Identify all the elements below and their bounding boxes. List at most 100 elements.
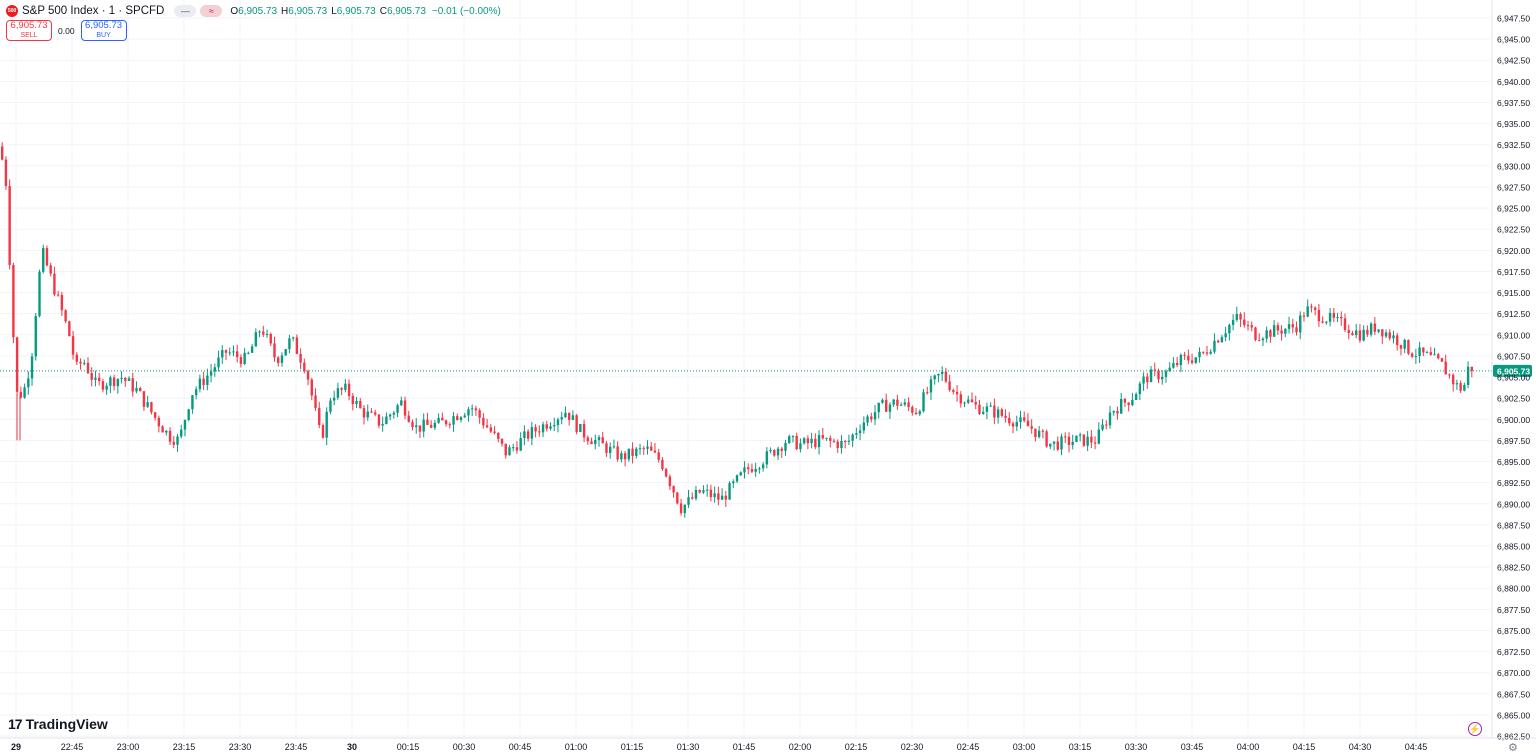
symbol-title[interactable]: S&P 500 Index · 1 · SPCFD [22, 5, 165, 17]
candle-body [224, 350, 228, 353]
candle-body [538, 431, 541, 433]
hide-legend-button[interactable]: — [174, 5, 197, 17]
candle-body [392, 412, 396, 415]
candle-body [1377, 329, 1380, 332]
candle-body [1067, 436, 1071, 445]
candle-body [426, 419, 429, 425]
candle-body [1034, 428, 1037, 438]
candle-body [194, 389, 198, 396]
candle-body [239, 357, 243, 364]
time-tick-label: 30 [347, 742, 357, 752]
candle-body [1071, 441, 1074, 445]
candle-body [153, 412, 157, 418]
candle-body [653, 450, 657, 453]
candle-body [1299, 315, 1302, 333]
candle-body [381, 424, 384, 426]
candle-body [1276, 325, 1280, 331]
candle-body [303, 362, 306, 372]
candle-body [1328, 312, 1332, 322]
candle-body [657, 452, 660, 460]
candle-body [277, 357, 280, 363]
candle-body [94, 377, 97, 380]
sell-label: SELL [20, 31, 38, 39]
tradingview-logo[interactable]: 17 TradingView [8, 716, 108, 732]
buy-label: BUY [96, 31, 111, 39]
candle-body [985, 406, 989, 412]
candle-body [1246, 325, 1250, 327]
candle-body [586, 437, 590, 442]
candle-body [724, 495, 728, 500]
candle-body [739, 472, 742, 476]
candle-body [321, 425, 325, 438]
high-value: 6,905.73 [288, 5, 328, 17]
candle-body [403, 400, 407, 416]
candle-body [564, 412, 567, 418]
candle-body [1448, 374, 1451, 376]
candle-body [34, 316, 37, 357]
symbol-logo-icon[interactable]: 500 [6, 5, 18, 17]
candle-body [1258, 339, 1261, 341]
candle-body [235, 351, 239, 358]
candle-body [444, 420, 448, 425]
open-value: 6,905.73 [238, 5, 278, 17]
candle-body [627, 448, 631, 460]
candle-body [720, 495, 724, 500]
price-tick-label: 6,865.00 [1497, 710, 1530, 720]
candle-series [1, 142, 1474, 518]
candle-body [1343, 318, 1347, 331]
candle-body [1064, 436, 1067, 438]
candle-body [467, 409, 470, 416]
candle-body [1284, 328, 1287, 334]
candle-body [295, 337, 299, 354]
candle-body [694, 489, 698, 499]
candle-body [672, 486, 675, 493]
candle-body [940, 371, 944, 374]
time-tick-label: 03:15 [1069, 742, 1092, 752]
candle-body [679, 503, 683, 514]
sell-button[interactable]: 6,905.73 SELL [6, 20, 52, 41]
time-tick-label: 01:30 [677, 742, 700, 752]
candle-body [1429, 352, 1432, 355]
buy-button[interactable]: 6,905.73 BUY [80, 20, 127, 41]
candle-body [541, 424, 545, 433]
time-tick-label: 01:45 [733, 742, 756, 752]
candle-body [60, 294, 64, 311]
candle-body [1112, 411, 1115, 413]
settings-gear-icon[interactable]: ⚙ [1508, 742, 1518, 754]
candle-body [780, 448, 783, 451]
candle-body [497, 432, 500, 439]
candle-body [776, 448, 780, 456]
compare-button[interactable]: ≈ [200, 5, 223, 17]
price-tick-label: 6,870.00 [1497, 668, 1530, 678]
candle-body [470, 408, 474, 410]
candle-body [911, 407, 914, 413]
candle-body [433, 422, 437, 428]
candle-body [1399, 345, 1403, 349]
candle-body [713, 493, 716, 498]
price-tick-label: 6,895.00 [1497, 457, 1530, 467]
candle-body [1403, 339, 1406, 349]
spread-value: 0.00 [58, 25, 75, 36]
candle-body [1019, 417, 1022, 422]
candle-body [1396, 335, 1399, 346]
candle-body [1, 146, 4, 160]
candle-body [288, 338, 291, 350]
candle-body [1459, 383, 1462, 391]
candle-body [359, 400, 362, 409]
candle-body [1194, 357, 1197, 363]
candle-body [952, 390, 955, 392]
candle-body [1205, 352, 1209, 354]
candle-body [1082, 434, 1086, 446]
candle-body [866, 416, 869, 423]
candle-body [1220, 337, 1224, 343]
candle-body [1142, 376, 1145, 384]
candle-body [1134, 393, 1138, 400]
lightning-icon[interactable]: ⚡ [1468, 722, 1482, 736]
candle-body [1250, 325, 1253, 328]
candle-body [127, 378, 131, 381]
candle-body [396, 405, 399, 413]
candle-body [1175, 363, 1179, 366]
candle-body [877, 402, 880, 413]
candle-body [590, 441, 593, 445]
